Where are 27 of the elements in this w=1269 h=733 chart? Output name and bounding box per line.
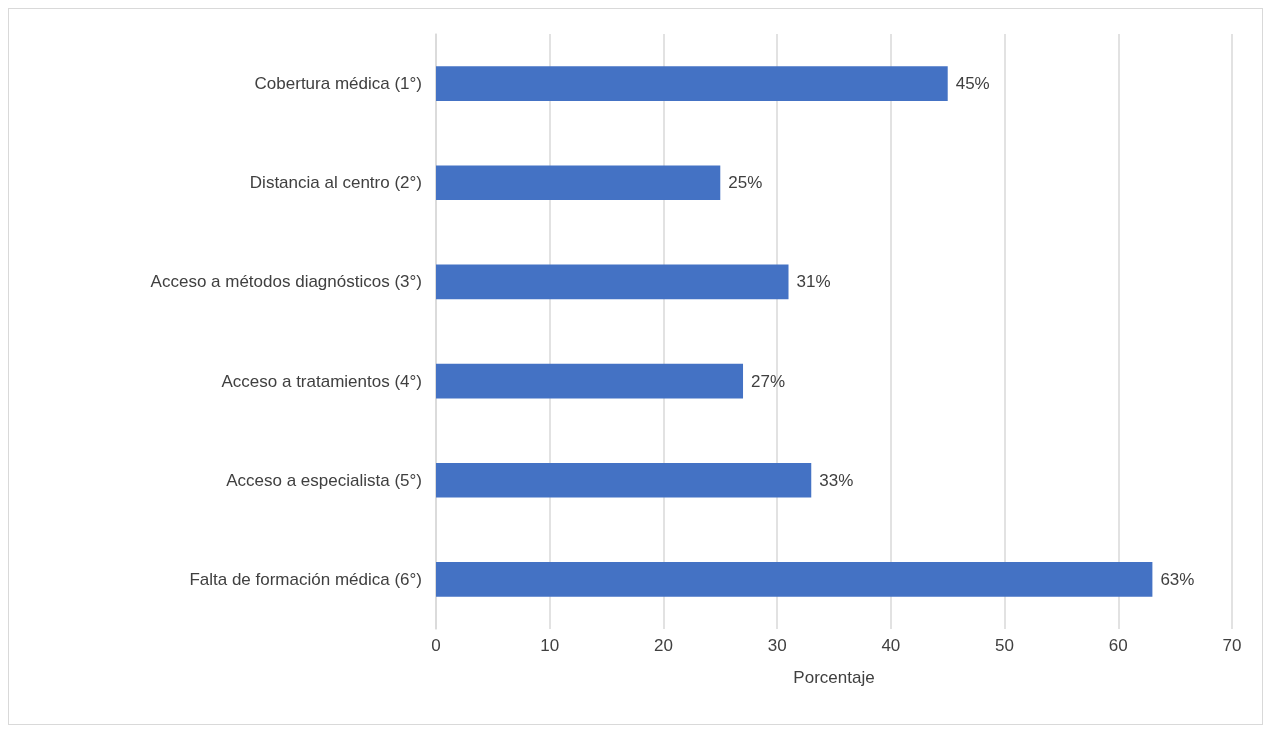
x-tick-label: 60 [1108,636,1128,655]
bar [436,66,948,101]
y-tick-label: Acceso a tratamientos (4°) [221,371,422,391]
bar [436,562,1153,597]
data-label: 33% [819,470,854,490]
bar [436,462,812,498]
x-tick-label: 20 [653,636,673,655]
data-label: 31% [796,272,831,292]
x-tick-label: 10 [540,636,560,655]
y-tick-label: Falta de formación médica (6°) [189,569,422,589]
bar [436,165,721,201]
y-tick-label: Acceso a especialista (5°) [226,470,422,490]
x-axis-title: Porcentaje [793,668,875,687]
bar [436,363,744,399]
x-tick-label: 0 [431,636,441,655]
data-label: 27% [751,371,786,391]
x-tick-label: 70 [1222,636,1242,655]
y-tick-label: Distancia al centro (2°) [249,173,422,193]
y-tick-label: Acceso a métodos diagnósticos (3°) [150,272,422,292]
data-label: 63% [1160,569,1195,589]
x-tick-label: 50 [995,636,1015,655]
data-label: 45% [955,74,990,94]
bar [436,264,789,300]
x-tick-label: 40 [881,636,901,655]
y-tick-label: Cobertura médica (1°) [254,74,422,94]
x-tick-label: 30 [767,636,787,655]
data-label: 25% [728,173,763,193]
